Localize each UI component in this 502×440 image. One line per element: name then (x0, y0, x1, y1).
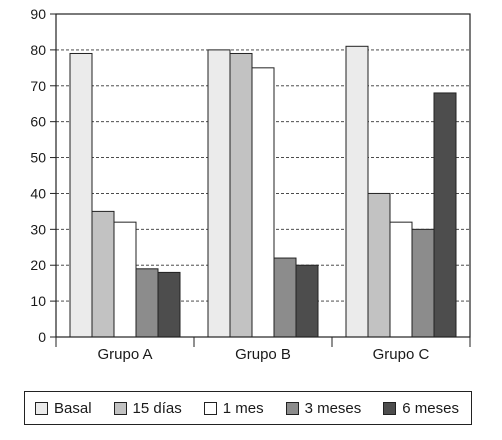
legend-label: Basal (54, 399, 92, 417)
y-tick-label: 20 (30, 257, 46, 273)
y-axis-ticks: 0 10 20 30 40 50 60 70 80 90 (30, 6, 56, 345)
plot-frame (55, 13, 471, 338)
legend-swatch (383, 401, 397, 415)
legend-item: Basal (35, 400, 92, 417)
legend-swatch (35, 401, 48, 415)
bar-grupo-c-3 (411, 228, 435, 338)
y-tick-label: 10 (30, 293, 46, 309)
bar-grupo-a-1 (91, 210, 115, 338)
legend-item: 6 meses (383, 400, 459, 417)
y-tick-label: 80 (30, 42, 46, 58)
legend-swatch (285, 401, 299, 415)
x-category-label: Grupo C (373, 346, 430, 363)
bar-grupo-a-0 (69, 52, 93, 338)
bar-grupo-b-3 (273, 257, 297, 338)
y-tick-label: 60 (30, 114, 46, 130)
axes (55, 13, 471, 347)
y-tick-label: 70 (30, 78, 46, 94)
x-category-label: Grupo A (97, 346, 152, 363)
legend-swatch (113, 401, 127, 415)
legend-label: 6 meses (402, 399, 459, 417)
legend-item: 15 días (113, 399, 182, 417)
bar-grupo-c-1 (367, 192, 391, 338)
bar-grupo-b-0 (207, 49, 231, 338)
legend-label: 15 días (132, 399, 182, 417)
legend: Basal 15 días 1 mes 3 meses 6 meses (24, 391, 472, 425)
y-tick-label: 0 (38, 329, 46, 345)
bar-grupo-b-2 (251, 67, 275, 338)
y-tick-label: 50 (30, 150, 46, 166)
bar-grupo-a-3 (135, 268, 159, 338)
legend-label: 3 meses (304, 399, 362, 417)
bar-grupo-c-4 (433, 92, 457, 338)
y-tick-label: 30 (30, 221, 46, 237)
y-tick-label: 40 (30, 185, 46, 201)
bar-grupo-b-4 (295, 264, 319, 338)
x-axis-labels: Grupo A Grupo B Grupo C (97, 346, 429, 363)
y-tick-label: 90 (30, 6, 46, 22)
legend-item: 1 mes (203, 399, 264, 417)
bar-grupo-a-2 (113, 221, 137, 338)
bar-grupo-c-0 (345, 45, 369, 338)
x-category-label: Grupo B (235, 346, 291, 363)
legend-label: 1 mes (222, 399, 264, 417)
bar-grupo-a-4 (157, 271, 181, 338)
legend-swatch (203, 401, 217, 415)
bar-grupo-c-2 (389, 221, 413, 338)
legend-item: 3 meses (285, 399, 362, 417)
bars (69, 45, 457, 338)
bar-grupo-b-1 (229, 52, 253, 338)
